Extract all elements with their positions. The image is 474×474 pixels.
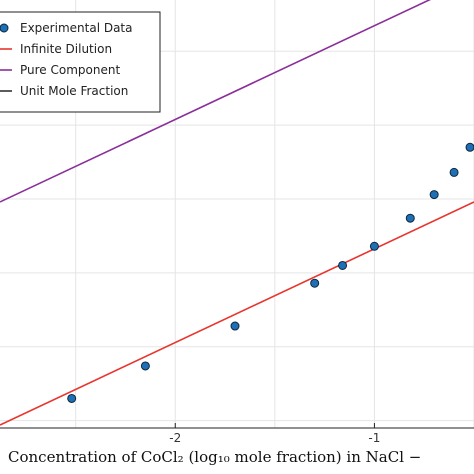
x-tick-layer: -2 -1 [169,423,380,445]
data-point [338,260,348,270]
grid-lines [0,0,474,428]
x-tick-label: -1 [368,431,380,445]
legend-label: Infinite Dilution [20,42,112,56]
series-layer [0,0,474,426]
legend-label: Pure Component [20,63,120,77]
legend: Experimental Data Infinite Dilution Pure C… [0,11,161,113]
data-point [230,321,240,331]
series-line-infinite-dilution [0,201,474,426]
x-tick-label: -2 [169,431,181,445]
data-point [429,190,439,200]
data-point [449,167,459,177]
data-point [67,393,77,403]
legend-label: Experimental Data [20,21,133,35]
legend-label: Unit Mole Fraction [20,84,128,98]
series-line-pure-component [0,0,431,203]
data-point [140,361,150,371]
data-point [465,142,474,152]
x-axis-label: Concentration of CoCl₂ (log₁₀ mole fract… [8,448,421,466]
legend-marker [0,23,9,33]
data-point [369,241,379,251]
data-point [405,213,415,223]
data-point [310,278,320,288]
legend-box [0,11,161,113]
